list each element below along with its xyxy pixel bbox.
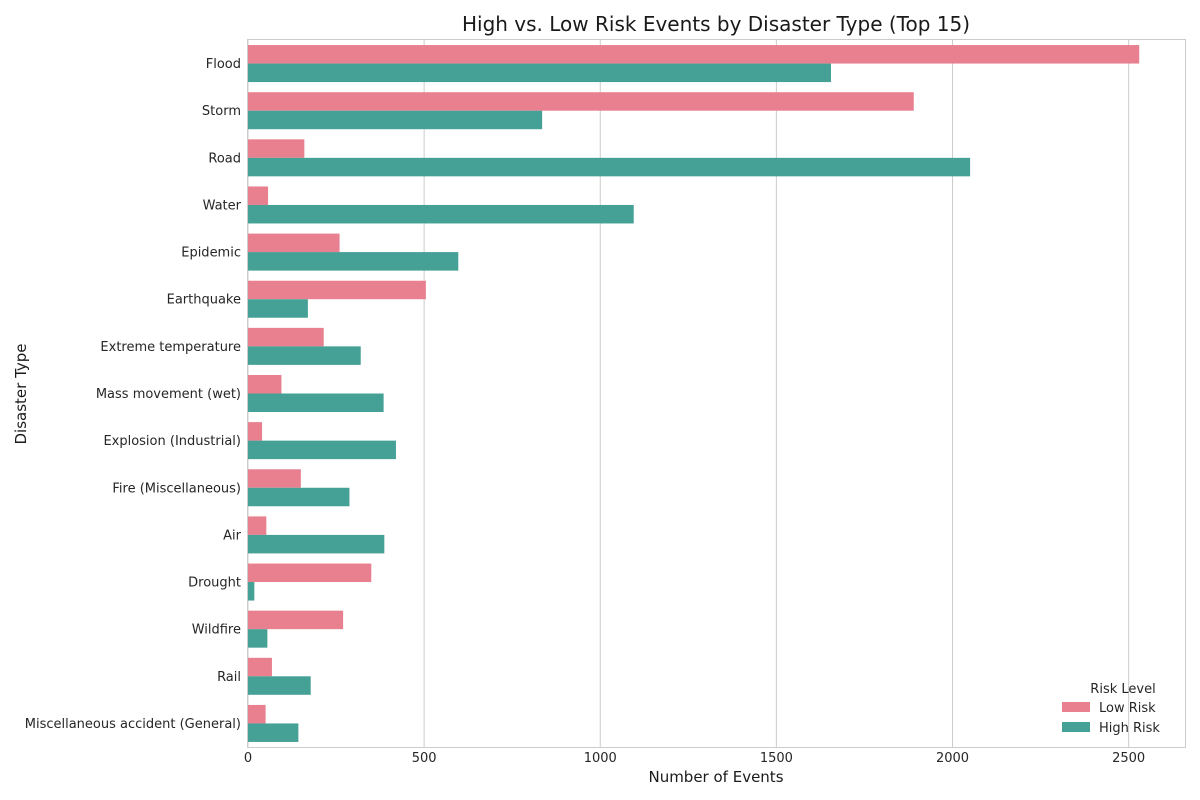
low-risk-bar — [248, 422, 263, 441]
high-risk-bar — [248, 582, 255, 601]
x-tick-label: 2000 — [936, 751, 969, 766]
low-risk-bar — [248, 186, 269, 205]
high-risk-bar — [248, 346, 361, 365]
y-tick-label: Extreme temperature — [100, 340, 241, 355]
plot-frame — [247, 39, 1186, 748]
low-risk-bar — [248, 563, 372, 583]
x-tick-label: 1000 — [584, 751, 617, 766]
high-risk-bar — [248, 440, 396, 460]
low-risk-bar — [248, 139, 305, 158]
chart-title: High vs. Low Risk Events by Disaster Typ… — [462, 12, 970, 36]
low-risk-bar — [248, 327, 324, 347]
y-tick-label: Air — [223, 528, 242, 543]
high-risk-bar — [248, 63, 831, 83]
x-tick-label: 1500 — [760, 751, 793, 766]
low-risk-bar — [248, 92, 914, 111]
high-risk-bar — [248, 204, 634, 224]
high-risk-bar — [248, 157, 971, 177]
low-risk-bar — [248, 469, 301, 488]
high-risk-bar — [248, 629, 268, 648]
high-risk-bar — [248, 534, 385, 554]
y-tick-label: Rail — [217, 670, 241, 685]
low-risk-bar — [248, 610, 344, 630]
low-risk-bar — [248, 45, 1140, 64]
y-tick-label: Fire (Miscellaneous) — [112, 481, 241, 496]
bars — [248, 45, 1140, 742]
y-tick-label: Earthquake — [167, 293, 241, 308]
legend-swatch — [1062, 722, 1090, 732]
y-tick-labels: Flood Storm Road Water Epidemic Earthquake Ext… — [25, 57, 242, 732]
y-tick-label: Mass movement (wet) — [96, 387, 241, 402]
low-risk-bar — [248, 280, 426, 300]
high-risk-bar — [248, 252, 459, 271]
low-risk-bar — [248, 657, 272, 677]
low-risk-bar — [248, 516, 267, 535]
x-tick-label: 0 — [244, 751, 252, 766]
high-risk-bar — [248, 723, 299, 742]
y-tick-label: Flood — [206, 57, 241, 72]
y-tick-label: Explosion (Industrial) — [103, 434, 241, 449]
x-tick-label: 500 — [412, 751, 437, 766]
legend: Risk Level Low Risk High Risk — [1062, 682, 1160, 736]
legend-swatch — [1062, 702, 1090, 712]
high-risk-bar — [248, 299, 308, 318]
y-tick-label: Water — [203, 198, 242, 213]
legend-label: High Risk — [1099, 721, 1160, 736]
y-tick-label: Road — [208, 151, 241, 166]
x-tick-label: 2500 — [1112, 751, 1145, 766]
low-risk-bar — [248, 375, 282, 394]
low-risk-bar — [248, 704, 266, 724]
legend-label: Low Risk — [1099, 701, 1156, 716]
y-tick-label: Miscellaneous accident (General) — [25, 717, 241, 732]
y-tick-label: Drought — [188, 576, 241, 591]
high-risk-bar — [248, 487, 350, 507]
x-tick-labels: 0 500 1000 1500 2000 2500 — [244, 751, 1145, 766]
y-axis-label: Disaster Type — [12, 343, 30, 444]
x-axis-label: Number of Events — [648, 768, 783, 786]
low-risk-bar — [248, 233, 340, 253]
y-tick-label: Storm — [202, 104, 241, 119]
high-risk-bar — [248, 110, 543, 130]
high-risk-bar — [248, 393, 384, 412]
high-risk-bar — [248, 676, 311, 695]
y-tick-label: Wildfire — [192, 623, 241, 638]
y-tick-label: Epidemic — [181, 246, 241, 261]
legend-title: Risk Level — [1090, 682, 1155, 697]
